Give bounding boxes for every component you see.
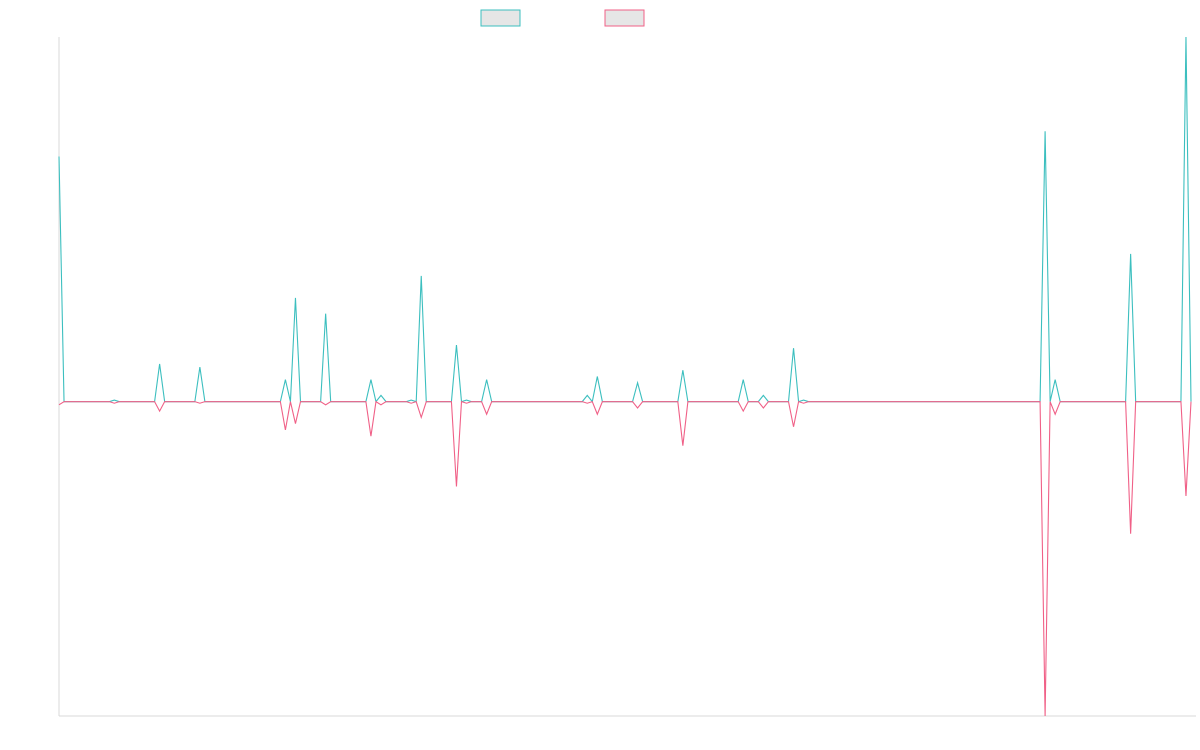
legend [480,9,645,27]
series-line-2 [58,400,1192,717]
axes [58,37,1196,717]
legend-swatch-2[interactable] [604,9,645,27]
series-line-1 [58,36,1192,403]
plot-area [58,36,1192,717]
legend-swatch-1[interactable] [480,9,521,27]
